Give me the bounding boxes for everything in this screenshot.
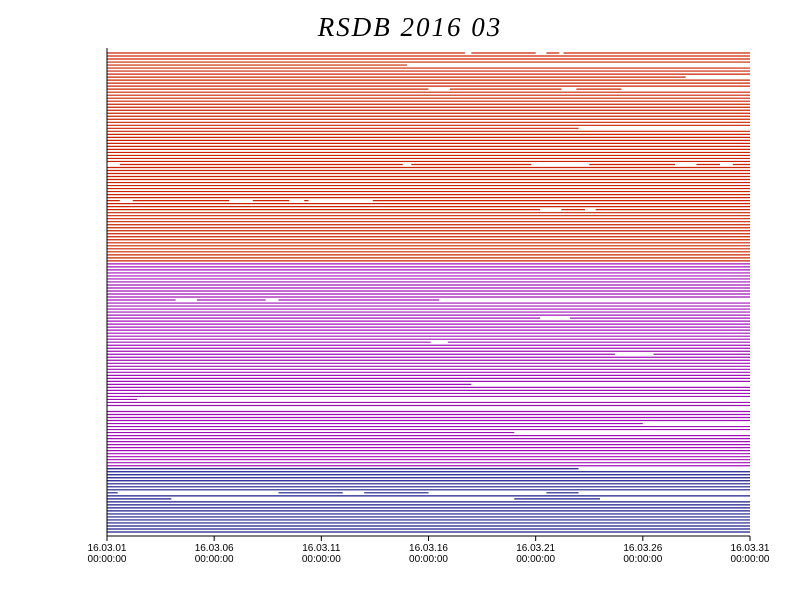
- gap: [599, 497, 750, 500]
- gap: [584, 208, 596, 211]
- gap: [119, 199, 133, 202]
- gap: [578, 491, 750, 494]
- gap: [559, 52, 564, 54]
- gap: [117, 491, 279, 494]
- gap: [402, 163, 412, 166]
- gap: [407, 64, 750, 67]
- gap: [685, 76, 750, 79]
- gap: [428, 88, 450, 91]
- x-tick-label: 16.03.11 00:00:00: [301, 543, 341, 565]
- gap: [464, 52, 472, 54]
- gap: [229, 199, 253, 202]
- gap: [614, 353, 654, 356]
- gap: [642, 422, 750, 425]
- gap: [289, 199, 305, 202]
- x-tick-label: 16.03.31 00:00:00: [730, 543, 770, 565]
- gap: [430, 341, 448, 344]
- gap: [531, 163, 590, 166]
- gap: [621, 88, 750, 91]
- gap: [107, 407, 750, 410]
- gap: [578, 467, 750, 470]
- gap: [308, 199, 373, 202]
- gap: [514, 431, 750, 434]
- gap: [439, 299, 750, 302]
- gap: [535, 52, 547, 54]
- gap: [539, 317, 570, 320]
- gap: [342, 491, 365, 494]
- gap: [171, 497, 515, 500]
- gap: [471, 383, 750, 386]
- x-tick-label: 16.03.26 00:00:00: [623, 543, 663, 565]
- gap: [719, 163, 733, 166]
- gap: [137, 398, 751, 401]
- gap: [578, 127, 750, 130]
- x-tick-label: 16.03.16 00:00:00: [409, 543, 448, 565]
- gap: [561, 88, 577, 91]
- gap: [674, 163, 697, 166]
- gap: [107, 163, 120, 166]
- gap: [265, 299, 279, 302]
- gap: [428, 491, 547, 494]
- x-tick-label: 16.03.06 00:00:00: [194, 543, 234, 565]
- gap: [175, 299, 198, 302]
- x-tick-label: 16.03.01 00:00:00: [87, 543, 127, 565]
- gap: [539, 208, 562, 211]
- x-tick-label: 16.03.21 00:00:00: [516, 543, 556, 565]
- chart-title: RSDB 2016 03: [317, 12, 502, 42]
